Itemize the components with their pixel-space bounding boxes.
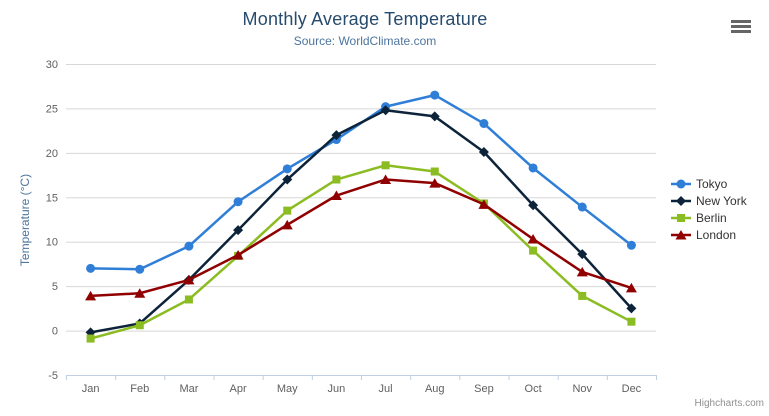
marker-berlin[interactable] — [283, 206, 292, 215]
legend-marker-triangle-icon — [671, 229, 691, 239]
marker-london[interactable] — [330, 190, 342, 201]
marker-new-york[interactable] — [331, 130, 342, 141]
marker-berlin[interactable] — [184, 295, 193, 304]
legend-label: Berlin — [696, 210, 727, 225]
marker-london[interactable] — [281, 219, 293, 230]
marker-tokyo[interactable] — [430, 90, 440, 100]
marker-london[interactable] — [232, 250, 244, 260]
x-axis-label: May — [277, 383, 298, 395]
legend-marker-diamond-icon — [671, 195, 691, 206]
export-menu-button[interactable] — [729, 18, 753, 35]
legend-marker-square-icon — [671, 213, 691, 222]
x-axis-label: Aug — [425, 383, 445, 395]
marker-tokyo[interactable] — [135, 264, 145, 274]
y-axis-label: 10 — [46, 237, 58, 249]
marker-new-york[interactable] — [282, 174, 293, 185]
x-axis-label: Nov — [572, 383, 592, 395]
x-axis-label: Dec — [622, 383, 642, 395]
marker-tokyo[interactable] — [626, 240, 636, 250]
legend-label: New York — [696, 193, 747, 208]
x-axis-label: Oct — [525, 383, 542, 395]
marker-new-york[interactable] — [380, 105, 391, 116]
series-new-york[interactable] — [85, 105, 637, 338]
marker-london[interactable] — [85, 290, 97, 301]
marker-tokyo[interactable] — [577, 202, 587, 212]
legend-marker-shape — [677, 213, 685, 222]
marker-tokyo[interactable] — [184, 241, 194, 251]
marker-berlin[interactable] — [381, 161, 390, 170]
series-line-new-york — [89, 108, 633, 334]
marker-new-york[interactable] — [528, 200, 539, 211]
marker-london[interactable] — [134, 288, 146, 298]
hamburger-icon — [731, 20, 751, 33]
marker-berlin[interactable] — [578, 291, 587, 300]
marker-berlin[interactable] — [627, 317, 636, 326]
marker-new-york[interactable] — [233, 225, 244, 236]
y-axis-label: 15 — [46, 192, 58, 204]
x-axis-label: Sep — [474, 383, 494, 395]
series-tokyo[interactable] — [86, 90, 636, 274]
marker-london[interactable] — [576, 266, 588, 277]
marker-tokyo[interactable] — [282, 164, 292, 174]
legend-item-berlin[interactable]: Berlin — [671, 209, 747, 226]
y-axis-label: 5 — [52, 281, 58, 293]
chart-subtitle: Source: WorldClimate.com — [293, 34, 437, 48]
legend-label: Tokyo — [696, 176, 728, 191]
y-axis-label: 20 — [46, 148, 58, 160]
x-axis-label: Feb — [130, 383, 149, 395]
legend: Tokyo New York Berlin London — [671, 175, 747, 243]
legend-item-london[interactable]: London — [671, 226, 747, 243]
marker-tokyo[interactable] — [233, 197, 243, 207]
x-axis-label: Apr — [230, 383, 247, 395]
marker-new-york[interactable] — [429, 111, 440, 122]
x-axis-label: Jul — [379, 383, 393, 395]
legend-marker-circle-icon — [671, 179, 691, 188]
marker-new-york[interactable] — [577, 249, 588, 260]
marker-london[interactable] — [380, 174, 392, 185]
y-axis-label: 25 — [46, 103, 58, 115]
legend-marker-shape — [676, 195, 686, 206]
marker-tokyo[interactable] — [479, 119, 489, 129]
marker-london[interactable] — [429, 178, 441, 188]
legend-marker-shape — [675, 229, 687, 239]
series-line-london — [89, 178, 633, 298]
legend-item-new-york[interactable]: New York — [671, 192, 747, 209]
legend-marker-shape — [676, 179, 686, 188]
series-london[interactable] — [85, 174, 637, 301]
marker-tokyo[interactable] — [86, 263, 96, 273]
series-line-tokyo — [89, 93, 633, 271]
marker-berlin[interactable] — [529, 246, 538, 255]
marker-berlin[interactable] — [86, 334, 95, 343]
x-axis-label: Jan — [82, 383, 100, 395]
legend-label: London — [696, 227, 737, 242]
marker-new-york[interactable] — [626, 303, 637, 314]
marker-london[interactable] — [527, 234, 539, 244]
legend-item-tokyo[interactable]: Tokyo — [671, 175, 747, 192]
chart-title: Monthly Average Temperature — [242, 9, 488, 29]
marker-london[interactable] — [183, 274, 195, 285]
marker-berlin[interactable] — [135, 321, 144, 330]
marker-london[interactable] — [625, 282, 637, 293]
x-axis-label: Mar — [179, 383, 198, 395]
y-axis-label: 0 — [52, 326, 58, 338]
x-axis-label: Jun — [328, 383, 346, 395]
marker-tokyo[interactable] — [528, 163, 538, 173]
marker-london[interactable] — [478, 199, 490, 209]
series-line-berlin — [89, 164, 633, 340]
marker-new-york[interactable] — [478, 146, 489, 157]
marker-berlin[interactable] — [430, 167, 439, 176]
y-axis-label: -5 — [48, 370, 58, 382]
y-axis-label: 30 — [46, 59, 58, 71]
credit-link[interactable]: Highcharts.com — [694, 398, 764, 409]
marker-berlin[interactable] — [332, 175, 341, 184]
